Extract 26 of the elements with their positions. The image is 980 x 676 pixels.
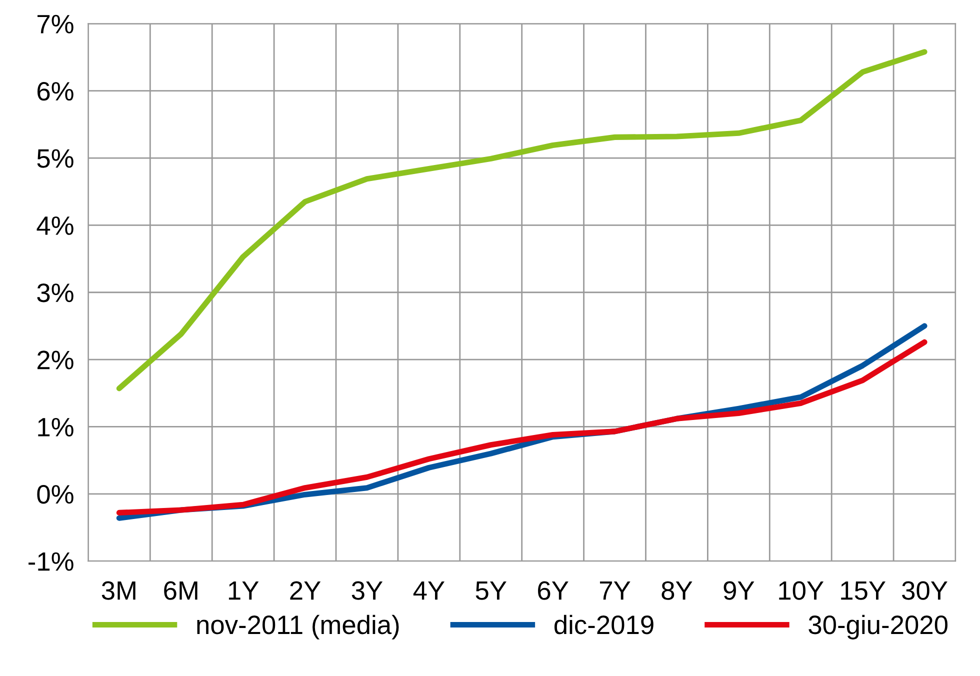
x-tick-label: 3Y — [352, 581, 383, 600]
y-tick-label: 1% — [38, 418, 74, 436]
y-tick-label: 7% — [38, 14, 74, 34]
x-tick-label: 1Y — [228, 581, 259, 600]
x-tick-label: 6Y — [538, 581, 568, 600]
legend-label: nov-2011 (media) — [197, 614, 399, 640]
legend-label: dic-2019 — [554, 614, 654, 634]
x-tick-label: 3M — [102, 581, 136, 600]
y-tick-label: 5% — [37, 149, 74, 168]
x-tick-label: 5Y — [476, 581, 506, 600]
y-tick-label: -1% — [28, 552, 74, 571]
y-tick-label: 2% — [38, 350, 74, 370]
x-tick-label: 30Y — [902, 581, 948, 600]
x-tick-label: 8Y — [662, 581, 692, 600]
x-tick-label: 4Y — [413, 581, 444, 600]
x-tick-label: 9Y — [724, 581, 754, 600]
x-tick-label: 7Y — [600, 581, 630, 600]
x-tick-label: 2Y — [290, 581, 321, 600]
x-tick-label: 10Y — [779, 581, 824, 600]
y-tick-label: 6% — [38, 82, 74, 101]
y-tick-label: 0% — [37, 485, 74, 504]
y-tick-label: 4% — [36, 216, 74, 235]
x-tick-label: 15Y — [841, 581, 886, 600]
legend-label: 30-giu-2020 — [808, 614, 948, 640]
x-tick-label: 6M — [164, 581, 198, 600]
y-tick-label: 3% — [37, 284, 74, 302]
